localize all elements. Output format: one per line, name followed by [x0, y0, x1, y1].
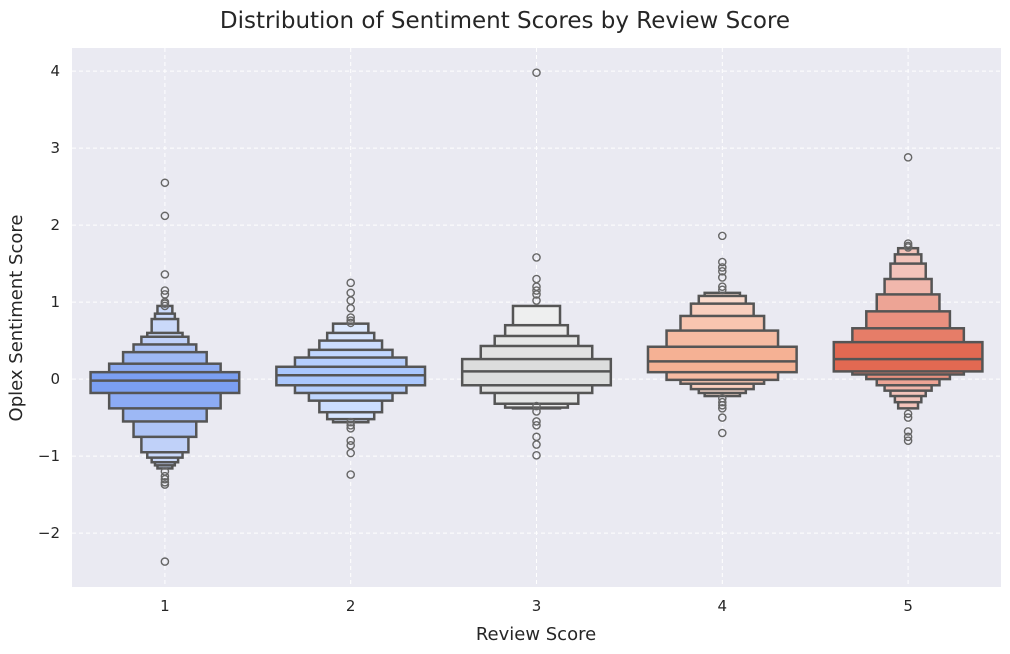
outlier-point	[903, 427, 913, 436]
x-tick-label: 5	[903, 597, 913, 615]
outlier-point	[160, 474, 170, 484]
y-tick-label: 2	[50, 216, 60, 234]
x-tick-label: 1	[160, 597, 170, 615]
outlier-point	[903, 413, 913, 422]
outlier-point	[346, 436, 356, 446]
x-tick-label: 4	[718, 597, 728, 615]
outlier-point	[532, 253, 541, 262]
outlier-point	[903, 153, 913, 162]
outlier-point	[532, 68, 541, 77]
tick-labels: −2 −1 0 1 2 3 4 1 2 3 4 5	[38, 62, 913, 615]
outlier-point	[160, 480, 170, 489]
category-4-boxen	[646, 231, 798, 438]
category-5-boxen	[832, 153, 984, 446]
outlier-point	[532, 407, 541, 416]
y-tick-label: 4	[50, 62, 60, 80]
y-tick-label: 3	[50, 139, 60, 157]
boxen-box	[832, 340, 984, 373]
boxen-box	[89, 370, 241, 395]
y-axis-label: Oplex Sentiment Score	[6, 215, 27, 422]
y-tick-label: −1	[38, 447, 60, 465]
outlier-point	[532, 420, 541, 430]
outlier-point	[718, 404, 727, 413]
outlier-point	[346, 303, 356, 313]
outlier-point	[532, 401, 541, 411]
outlier-point	[160, 301, 170, 311]
y-tick-label: 0	[50, 370, 60, 388]
y-tick-label: −2	[38, 524, 60, 542]
outlier-point	[346, 470, 356, 479]
outlier-point	[346, 420, 356, 430]
outlier-point	[160, 178, 170, 188]
category-2-boxen	[275, 278, 427, 479]
chart-title: Distribution of Sentiment Scores by Revi…	[220, 8, 790, 34]
outlier-point	[532, 440, 541, 449]
outlier-point	[346, 318, 356, 328]
outlier-point	[718, 413, 727, 422]
outlier-point	[346, 424, 356, 433]
outlier-point	[718, 397, 727, 407]
outlier-point	[903, 432, 913, 442]
category-1-boxen	[89, 178, 241, 566]
outlier-point	[718, 285, 727, 295]
outlier-point	[346, 278, 356, 288]
outlier-point	[160, 270, 170, 279]
outlier-point	[532, 286, 541, 295]
x-axis-label: Review Score	[476, 624, 596, 645]
outlier-point	[718, 231, 727, 241]
outlier-point	[718, 282, 727, 292]
boxen-marks	[89, 68, 984, 566]
outlier-point	[346, 313, 356, 322]
outlier-point	[346, 417, 356, 427]
outlier-point	[160, 286, 170, 295]
outlier-point	[903, 409, 913, 419]
outlier-point	[718, 400, 727, 410]
outlier-point	[160, 557, 170, 566]
outlier-point	[160, 211, 170, 221]
outlier-point	[160, 471, 170, 481]
outlier-point	[718, 257, 727, 267]
y-tick-label: 1	[50, 293, 60, 311]
outlier-point	[718, 273, 727, 282]
outlier-point	[718, 428, 727, 438]
category-3-boxen	[460, 68, 613, 460]
outlier-point	[532, 417, 541, 426]
outlier-point	[718, 263, 727, 272]
outlier-point	[903, 243, 913, 252]
outlier-point	[532, 296, 541, 305]
boxen-box	[646, 345, 798, 374]
outlier-point	[346, 448, 356, 458]
outlier-point	[903, 436, 913, 446]
outlier-point	[532, 451, 541, 460]
outlier-point	[718, 266, 727, 276]
x-tick-label: 3	[532, 597, 542, 615]
outlier-point	[532, 290, 541, 299]
x-tick-label: 2	[346, 597, 356, 615]
